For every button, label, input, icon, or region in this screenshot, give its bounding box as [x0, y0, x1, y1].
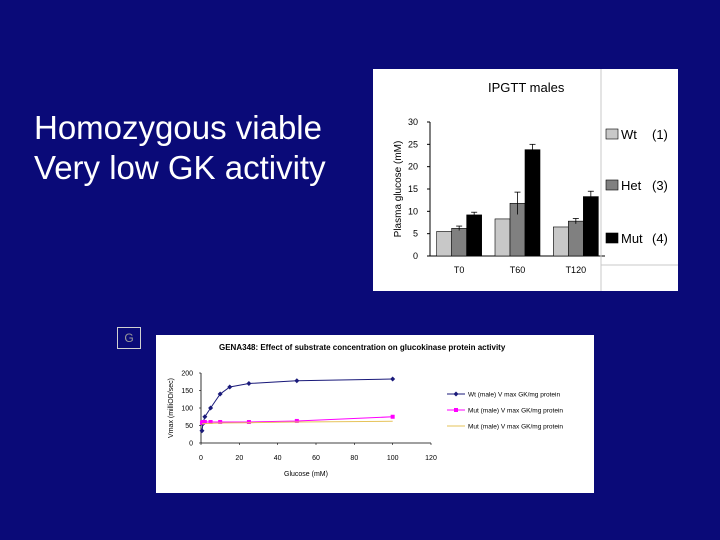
data-point-mut [202, 420, 207, 424]
data-point-mut [218, 420, 223, 424]
y-tick-label: 200 [181, 371, 193, 378]
x-tick-label: 120 [425, 455, 437, 462]
legend-swatch-mut [605, 232, 619, 244]
legend-label-2: Mut (male) V max GK/mg protein [468, 424, 563, 431]
data-point-wt [294, 378, 300, 384]
x-tick-label: 100 [387, 455, 399, 462]
legend-marker-0 [453, 391, 459, 397]
y-tick-label: 0 [413, 251, 418, 261]
legend-label-0: Wt (male) V max GK/mg protein [468, 392, 560, 399]
legend-label-wt: Wt [621, 127, 637, 142]
data-point-wt [208, 405, 214, 411]
y-axis-label: Plasma glucose (mM) [393, 141, 404, 238]
gk-activity-chart-panel: GENA348: Effect of substrate concentrati… [156, 335, 594, 493]
slide-heading-line-1: Homozygous viable [34, 109, 322, 146]
data-point-wt [199, 428, 205, 434]
legend-swatch-het [605, 179, 619, 191]
x-tick-label: 0 [199, 455, 203, 462]
y-tick-label: 100 [181, 406, 193, 413]
bar-mut-t120 [583, 196, 599, 257]
data-point-wt [202, 414, 208, 420]
legend-swatch-wt [605, 128, 619, 140]
chart-title: IPGTT males [488, 80, 565, 95]
legend-marker-1 [454, 408, 458, 412]
x-tick-label: 60 [312, 455, 320, 462]
y-tick-label: 50 [185, 423, 193, 430]
bar-het-t120 [568, 220, 584, 257]
y-tick-label: 20 [408, 162, 418, 172]
legend-label-het: Het [621, 178, 642, 193]
x-tick-label: 20 [235, 455, 243, 462]
slide-heading: Homozygous viable Very low GK activity [34, 108, 326, 188]
data-point-mut [208, 420, 213, 424]
data-point-mut [390, 414, 395, 419]
series-line-2 [201, 420, 393, 425]
data-point-wt [227, 384, 233, 390]
legend-count-wt: (1) [652, 127, 668, 142]
legend-count-het: (3) [652, 178, 668, 193]
bar-wt-t0 [436, 231, 452, 257]
y-tick-label: 10 [408, 206, 418, 216]
data-point-mut [246, 420, 251, 424]
slide-heading-line-2: Very low GK activity [34, 149, 326, 186]
data-point-wt [217, 391, 223, 397]
y-tick-label: 150 [181, 388, 193, 395]
data-point-mut [294, 418, 299, 423]
legend-count-mut: (4) [652, 231, 668, 246]
bar-wt-t120 [553, 226, 569, 257]
gk-activity-line-chart: GENA348: Effect of substrate concentrati… [168, 343, 563, 478]
y-axis-label: Vmax (milliOD/sec) [168, 378, 175, 438]
bar-wt-t60 [494, 218, 511, 257]
legend-label-1: Mut (male) V max GK/mg protein [468, 408, 563, 415]
chart-title: GENA348: Effect of substrate concentrati… [219, 343, 506, 352]
x-axis-label: Glucose (mM) [284, 471, 328, 478]
y-tick-label: 30 [408, 117, 418, 127]
slide-tag-label: G [124, 331, 134, 345]
data-point-wt [390, 376, 396, 382]
bar-mut-t0 [466, 214, 482, 257]
legend-label-mut: Mut [621, 231, 643, 246]
y-tick-label: 25 [408, 139, 418, 149]
ipgtt-chart-panel: IPGTT males Plasma glucose (mM) 0 5 10 15 20 25… [373, 69, 678, 291]
x-tick-label: 80 [350, 455, 358, 462]
y-tick-label: 15 [408, 184, 418, 194]
bar-het-t0 [451, 228, 467, 257]
x-tick-label: T60 [510, 265, 526, 275]
ipgtt-bar-chart: IPGTT males Plasma glucose (mM) 0 5 10 15 20 25… [393, 69, 678, 291]
slide-tag: G [117, 327, 141, 349]
x-tick-label: T120 [566, 265, 587, 275]
data-point-wt [246, 381, 252, 386]
bar-mut-t60 [524, 149, 541, 257]
y-tick-label: 5 [413, 229, 418, 239]
x-tick-label: T0 [454, 265, 465, 275]
x-tick-label: 40 [274, 455, 282, 462]
y-tick-label: 0 [189, 441, 193, 448]
